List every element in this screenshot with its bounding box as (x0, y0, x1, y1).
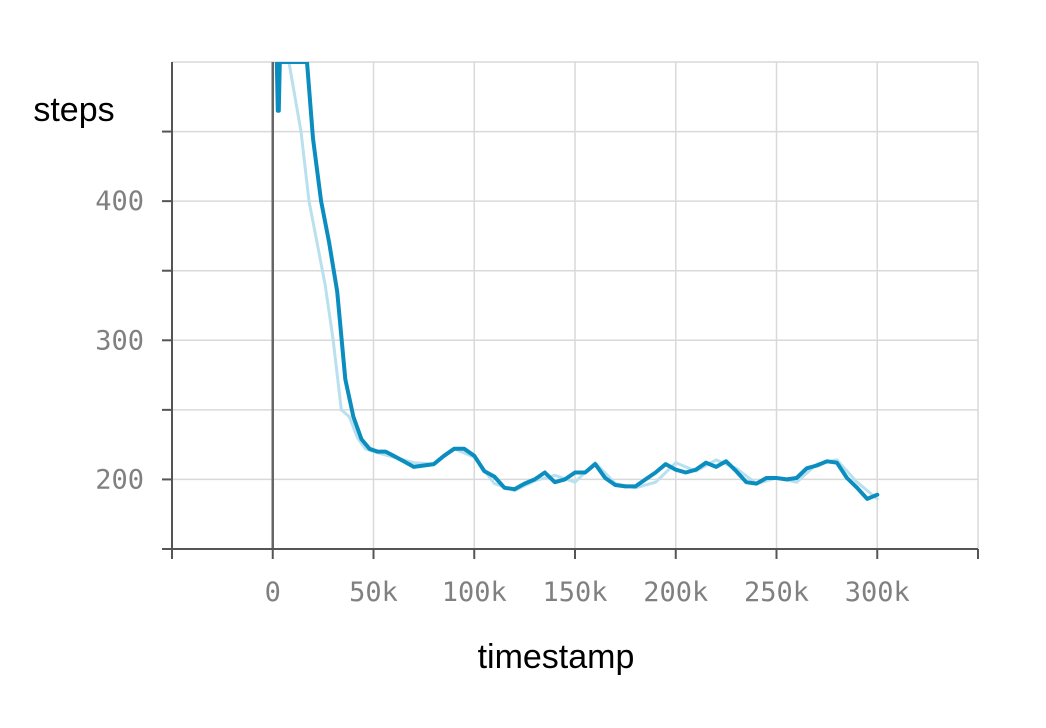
x-tick-label: 300k (845, 577, 910, 608)
y-axis-label: steps (33, 91, 114, 129)
x-tick-label: 50k (349, 577, 398, 608)
y-tick-label: 300 (95, 325, 144, 356)
x-tick-label: 0 (265, 577, 281, 608)
tick-labels: 200 300 400 0 50k 100k 150k 200k 250k 300k (95, 186, 910, 608)
y-tick-label: 200 (95, 464, 144, 495)
y-tick-label: 400 (95, 186, 144, 217)
raw-series-line (275, 62, 879, 501)
grid (171, 61, 979, 549)
smoothed-series-line (274, 62, 880, 501)
x-tick-label: 100k (442, 577, 507, 608)
x-axis-label: timestamp (478, 638, 635, 676)
plot-area (274, 62, 880, 501)
axes (162, 62, 979, 559)
x-tick-label: 150k (542, 577, 607, 608)
x-tick-label: 200k (643, 577, 708, 608)
x-tick-label: 250k (744, 577, 809, 608)
